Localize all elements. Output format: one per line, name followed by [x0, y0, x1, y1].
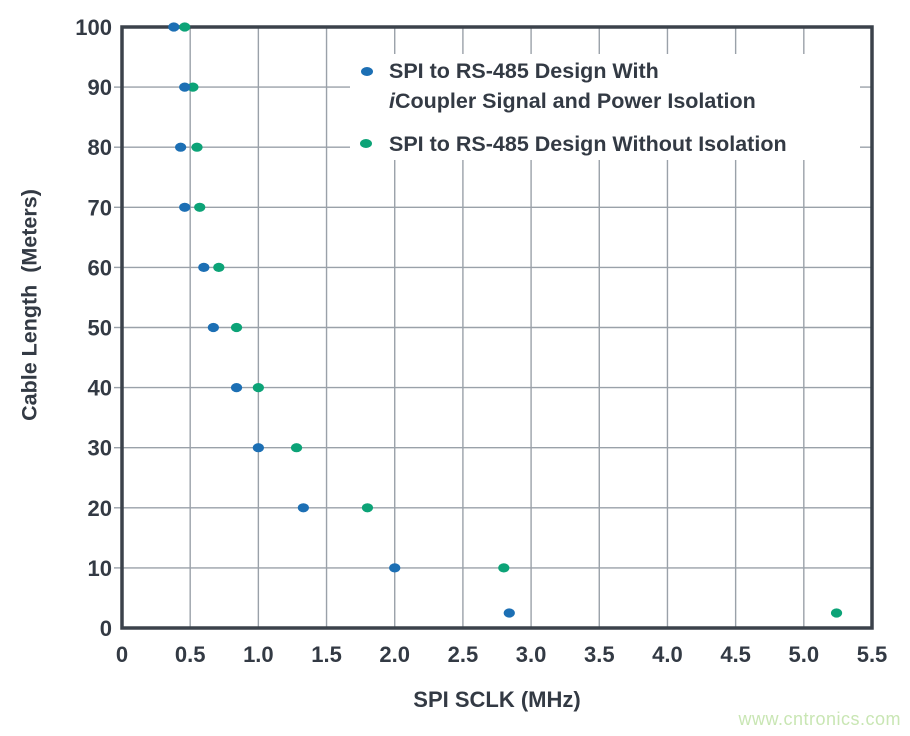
x-tick-label: 4.5	[720, 642, 751, 667]
x-tick-label: 3.0	[516, 642, 547, 667]
data-point	[194, 202, 206, 212]
x-tick-label: 5.0	[789, 642, 820, 667]
legend-series1-line2: iCoupler Signal and Power Isolation	[389, 89, 756, 113]
x-tick-label: 0	[116, 642, 128, 667]
legend-series1-line1: SPI to RS-485 Design With	[389, 59, 659, 83]
data-point	[503, 608, 515, 618]
data-point	[252, 383, 264, 393]
data-point	[252, 443, 264, 453]
data-point	[179, 82, 191, 92]
data-point	[213, 262, 225, 272]
y-tick-label: 60	[88, 255, 112, 280]
y-tick-label: 100	[75, 15, 112, 40]
x-tick-label: 3.5	[584, 642, 615, 667]
plot-frame	[120, 25, 874, 630]
y-axis-title: Cable Length (Meters)	[17, 189, 42, 421]
series1-marker-icon	[361, 67, 373, 76]
x-tick-label: 1.5	[311, 642, 342, 667]
data-point	[187, 82, 199, 92]
y-tick-label: 50	[88, 316, 112, 341]
y-tick-label: 0	[100, 616, 112, 641]
data-point	[830, 608, 843, 618]
y-tick-label: 20	[88, 496, 112, 521]
x-tick-label: 0.5	[175, 642, 206, 667]
x-tick-label: 5.5	[857, 642, 888, 667]
y-tick-label: 90	[88, 75, 112, 100]
data-point	[297, 503, 309, 513]
data-point	[389, 563, 401, 573]
x-tick-label: 1.0	[243, 642, 274, 667]
y-tick-label: 10	[88, 556, 112, 581]
data-point	[191, 142, 203, 152]
data-point	[175, 142, 187, 152]
x-tick-label: 2.5	[448, 642, 479, 667]
data-point	[179, 202, 191, 212]
data-point	[498, 563, 510, 573]
data-point	[207, 322, 219, 333]
y-tick-label: 80	[88, 135, 112, 160]
data-point	[290, 443, 303, 453]
legend-series1-label: SPI to RS-485 Design With iCoupler Signa…	[389, 56, 756, 116]
data-point	[198, 262, 210, 272]
series2-marker-icon	[360, 139, 372, 148]
data-point	[361, 503, 374, 513]
data-point	[230, 322, 243, 333]
y-tick-label: 40	[88, 376, 112, 401]
data-point	[230, 383, 243, 393]
x-tick-label: 2.0	[379, 642, 410, 667]
x-tick-label: 4.0	[652, 642, 683, 667]
data-point	[168, 22, 180, 32]
y-tick-label: 30	[88, 436, 112, 461]
legend-series2-label: SPI to RS-485 Design Without Isolation	[389, 132, 787, 156]
data-point	[179, 22, 191, 32]
watermark: www.cntronics.com	[738, 709, 901, 729]
x-axis-title: SPI SCLK (MHz)	[413, 687, 581, 712]
legend: SPI to RS-485 Design With iCoupler Signa…	[350, 54, 860, 160]
y-tick-label: 70	[88, 195, 112, 220]
